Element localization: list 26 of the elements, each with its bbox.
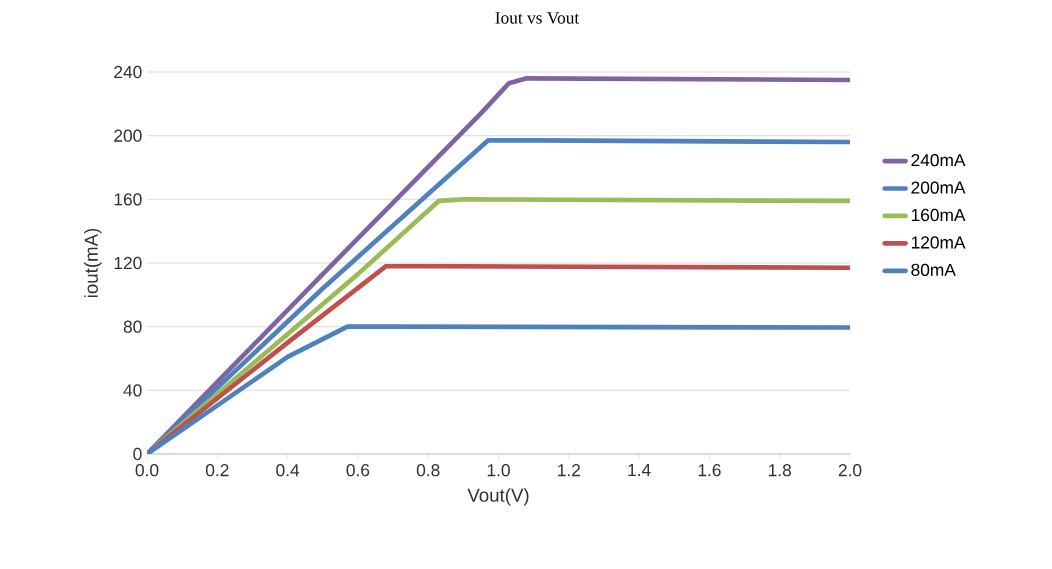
- x-tick-label: 0.6: [346, 464, 370, 477]
- y-tick-label: 80: [123, 320, 142, 333]
- x-tick-label: 1.2: [558, 464, 580, 477]
- x-tick-label: 1.6: [698, 464, 721, 477]
- y-tick-label: 120: [114, 256, 142, 270]
- x-axis-title: Vout(V): [467, 488, 529, 506]
- x-tick-label: 0.8: [416, 464, 440, 477]
- chart-title: Iout vs Vout: [495, 12, 580, 24]
- x-tick-label: 0.4: [276, 464, 300, 477]
- x-tick-label: 0.0: [135, 464, 159, 477]
- x-tick-label: 2.0: [838, 464, 862, 477]
- y-tick-label: 40: [123, 384, 142, 397]
- legend-label: 120mA: [911, 236, 966, 249]
- x-tick-label: 1.0: [487, 464, 510, 477]
- legend-label: 200mA: [911, 181, 966, 194]
- x-tick-label: 1.4: [628, 464, 651, 476]
- y-tick-label: 160: [114, 193, 142, 206]
- y-axis-title: iout(mA): [84, 228, 102, 298]
- x-tick-label: 0.2: [205, 464, 229, 477]
- y-tick-label: 200: [114, 129, 142, 142]
- legend-label: 240mA: [911, 154, 966, 167]
- legend-label: 160mA: [911, 208, 966, 222]
- y-tick-label: 0: [133, 447, 142, 461]
- x-tick-label: 1.8: [768, 464, 791, 477]
- y-tick-label: 240: [114, 65, 142, 79]
- legend-label: 80mA: [911, 263, 956, 277]
